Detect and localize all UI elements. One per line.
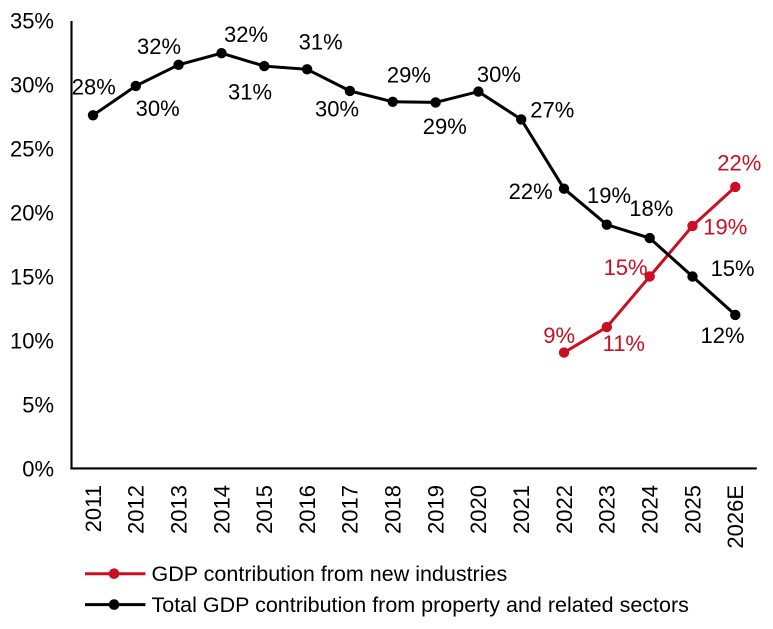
svg-text:12%: 12% [700,323,744,348]
svg-text:22%: 22% [509,179,553,204]
svg-text:30%: 30% [136,96,180,121]
svg-text:20%: 20% [10,200,54,225]
svg-text:19%: 19% [587,183,631,208]
svg-text:30%: 30% [315,97,359,122]
svg-text:2021: 2021 [509,485,534,534]
svg-text:29%: 29% [423,114,467,139]
svg-text:Total GDP contribution from pr: Total GDP contribution from property and… [152,593,689,617]
svg-text:5%: 5% [22,392,54,417]
svg-text:2012: 2012 [124,485,149,534]
svg-text:2011: 2011 [81,485,106,532]
svg-text:32%: 32% [137,34,181,59]
svg-text:15%: 15% [604,255,648,280]
svg-text:2019: 2019 [423,485,448,534]
svg-text:28%: 28% [72,74,116,99]
svg-text:35%: 35% [10,8,54,33]
svg-text:2020: 2020 [466,485,491,534]
svg-text:25%: 25% [10,136,54,161]
svg-text:22%: 22% [717,151,761,176]
svg-text:2026E: 2026E [723,485,748,549]
svg-text:2018: 2018 [381,485,406,534]
svg-text:2017: 2017 [338,485,363,534]
svg-text:11%: 11% [603,331,645,356]
svg-text:0%: 0% [22,456,54,481]
svg-text:19%: 19% [703,215,747,240]
svg-text:2013: 2013 [166,485,191,534]
svg-text:2015: 2015 [252,485,277,534]
svg-text:32%: 32% [224,22,268,47]
svg-text:2023: 2023 [595,485,620,534]
svg-text:27%: 27% [530,98,574,123]
svg-text:31%: 31% [299,29,343,54]
svg-text:30%: 30% [10,72,54,97]
svg-text:2014: 2014 [209,485,234,534]
svg-text:29%: 29% [387,63,431,88]
svg-text:9%: 9% [543,323,575,348]
svg-text:30%: 30% [477,62,521,87]
svg-text:15%: 15% [711,256,755,281]
svg-text:2022: 2022 [552,485,577,534]
svg-text:31%: 31% [228,80,272,105]
svg-text:15%: 15% [10,264,54,289]
svg-text:18%: 18% [629,196,673,221]
svg-text:2016: 2016 [295,485,320,534]
svg-text:GDP contribution from new indu: GDP contribution from new industries [152,562,508,586]
svg-text:10%: 10% [10,328,54,353]
svg-text:2024: 2024 [638,485,663,534]
svg-text:2025: 2025 [680,485,705,534]
